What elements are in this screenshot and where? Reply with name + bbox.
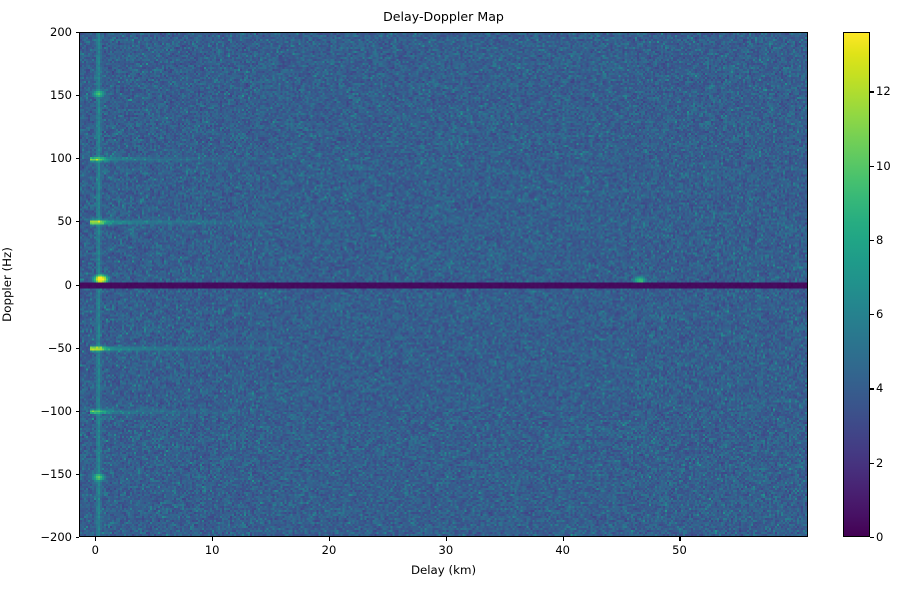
y-tick-mark bbox=[75, 221, 79, 223]
colorbar-tick-label: 6 bbox=[876, 307, 884, 322]
delay-doppler-heatmap-image bbox=[80, 33, 807, 536]
y-tick-mark bbox=[75, 158, 79, 160]
colorbar-gradient bbox=[844, 33, 869, 536]
colorbar-tick-mark bbox=[870, 239, 874, 242]
x-tick-label: 10 bbox=[204, 543, 220, 557]
y-tick-label: 50 bbox=[57, 214, 72, 229]
y-tick-label: −200 bbox=[40, 530, 72, 544]
colorbar[interactable] bbox=[843, 32, 870, 537]
x-tick-mark bbox=[212, 537, 214, 541]
x-tick-label: 50 bbox=[672, 543, 687, 557]
colorbar-tick-label: 8 bbox=[876, 232, 884, 247]
x-tick-mark bbox=[95, 537, 97, 541]
y-tick-label: −50 bbox=[47, 340, 72, 355]
y-tick-mark bbox=[75, 537, 79, 539]
colorbar-tick-mark bbox=[870, 314, 874, 316]
y-axis-label: Doppler (Hz) bbox=[0, 247, 14, 322]
x-tick-label: 40 bbox=[555, 543, 570, 557]
y-tick-label: 200 bbox=[50, 25, 72, 39]
x-tick-mark bbox=[445, 537, 447, 541]
colorbar-tick-label: 10 bbox=[876, 158, 891, 173]
y-tick-mark bbox=[75, 95, 79, 97]
colorbar-tick-label: 0 bbox=[876, 530, 884, 544]
colorbar-tick-label: 2 bbox=[876, 455, 884, 470]
y-tick-mark bbox=[75, 410, 79, 412]
delay-doppler-heatmap-axes[interactable] bbox=[79, 32, 808, 537]
y-tick-label: −150 bbox=[40, 466, 72, 481]
x-tick-mark bbox=[562, 537, 564, 541]
x-tick-label: 20 bbox=[321, 543, 337, 557]
colorbar-tick-mark bbox=[870, 462, 874, 464]
x-axis-label: Delay (km) bbox=[410, 563, 477, 577]
x-tick-label: 30 bbox=[438, 543, 454, 557]
colorbar-tick-mark bbox=[870, 165, 874, 167]
y-tick-mark bbox=[75, 284, 79, 286]
y-tick-label: 150 bbox=[50, 88, 72, 103]
page-title: Delay-Doppler Map bbox=[383, 9, 504, 24]
x-tick-mark bbox=[679, 537, 681, 541]
colorbar-tick-mark bbox=[870, 91, 874, 93]
y-tick-label: −100 bbox=[40, 403, 72, 418]
colorbar-tick-label: 4 bbox=[876, 381, 884, 396]
y-tick-label: 0 bbox=[64, 277, 72, 292]
y-tick-label: 100 bbox=[50, 151, 72, 166]
y-tick-mark bbox=[75, 347, 79, 349]
colorbar-tick-mark bbox=[870, 388, 874, 390]
x-tick-label: 0 bbox=[91, 543, 100, 557]
colorbar-tick-label: 12 bbox=[876, 84, 891, 99]
y-tick-mark bbox=[75, 32, 79, 34]
colorbar-tick-mark bbox=[870, 537, 874, 539]
x-tick-mark bbox=[329, 537, 331, 541]
y-tick-mark bbox=[75, 473, 79, 475]
